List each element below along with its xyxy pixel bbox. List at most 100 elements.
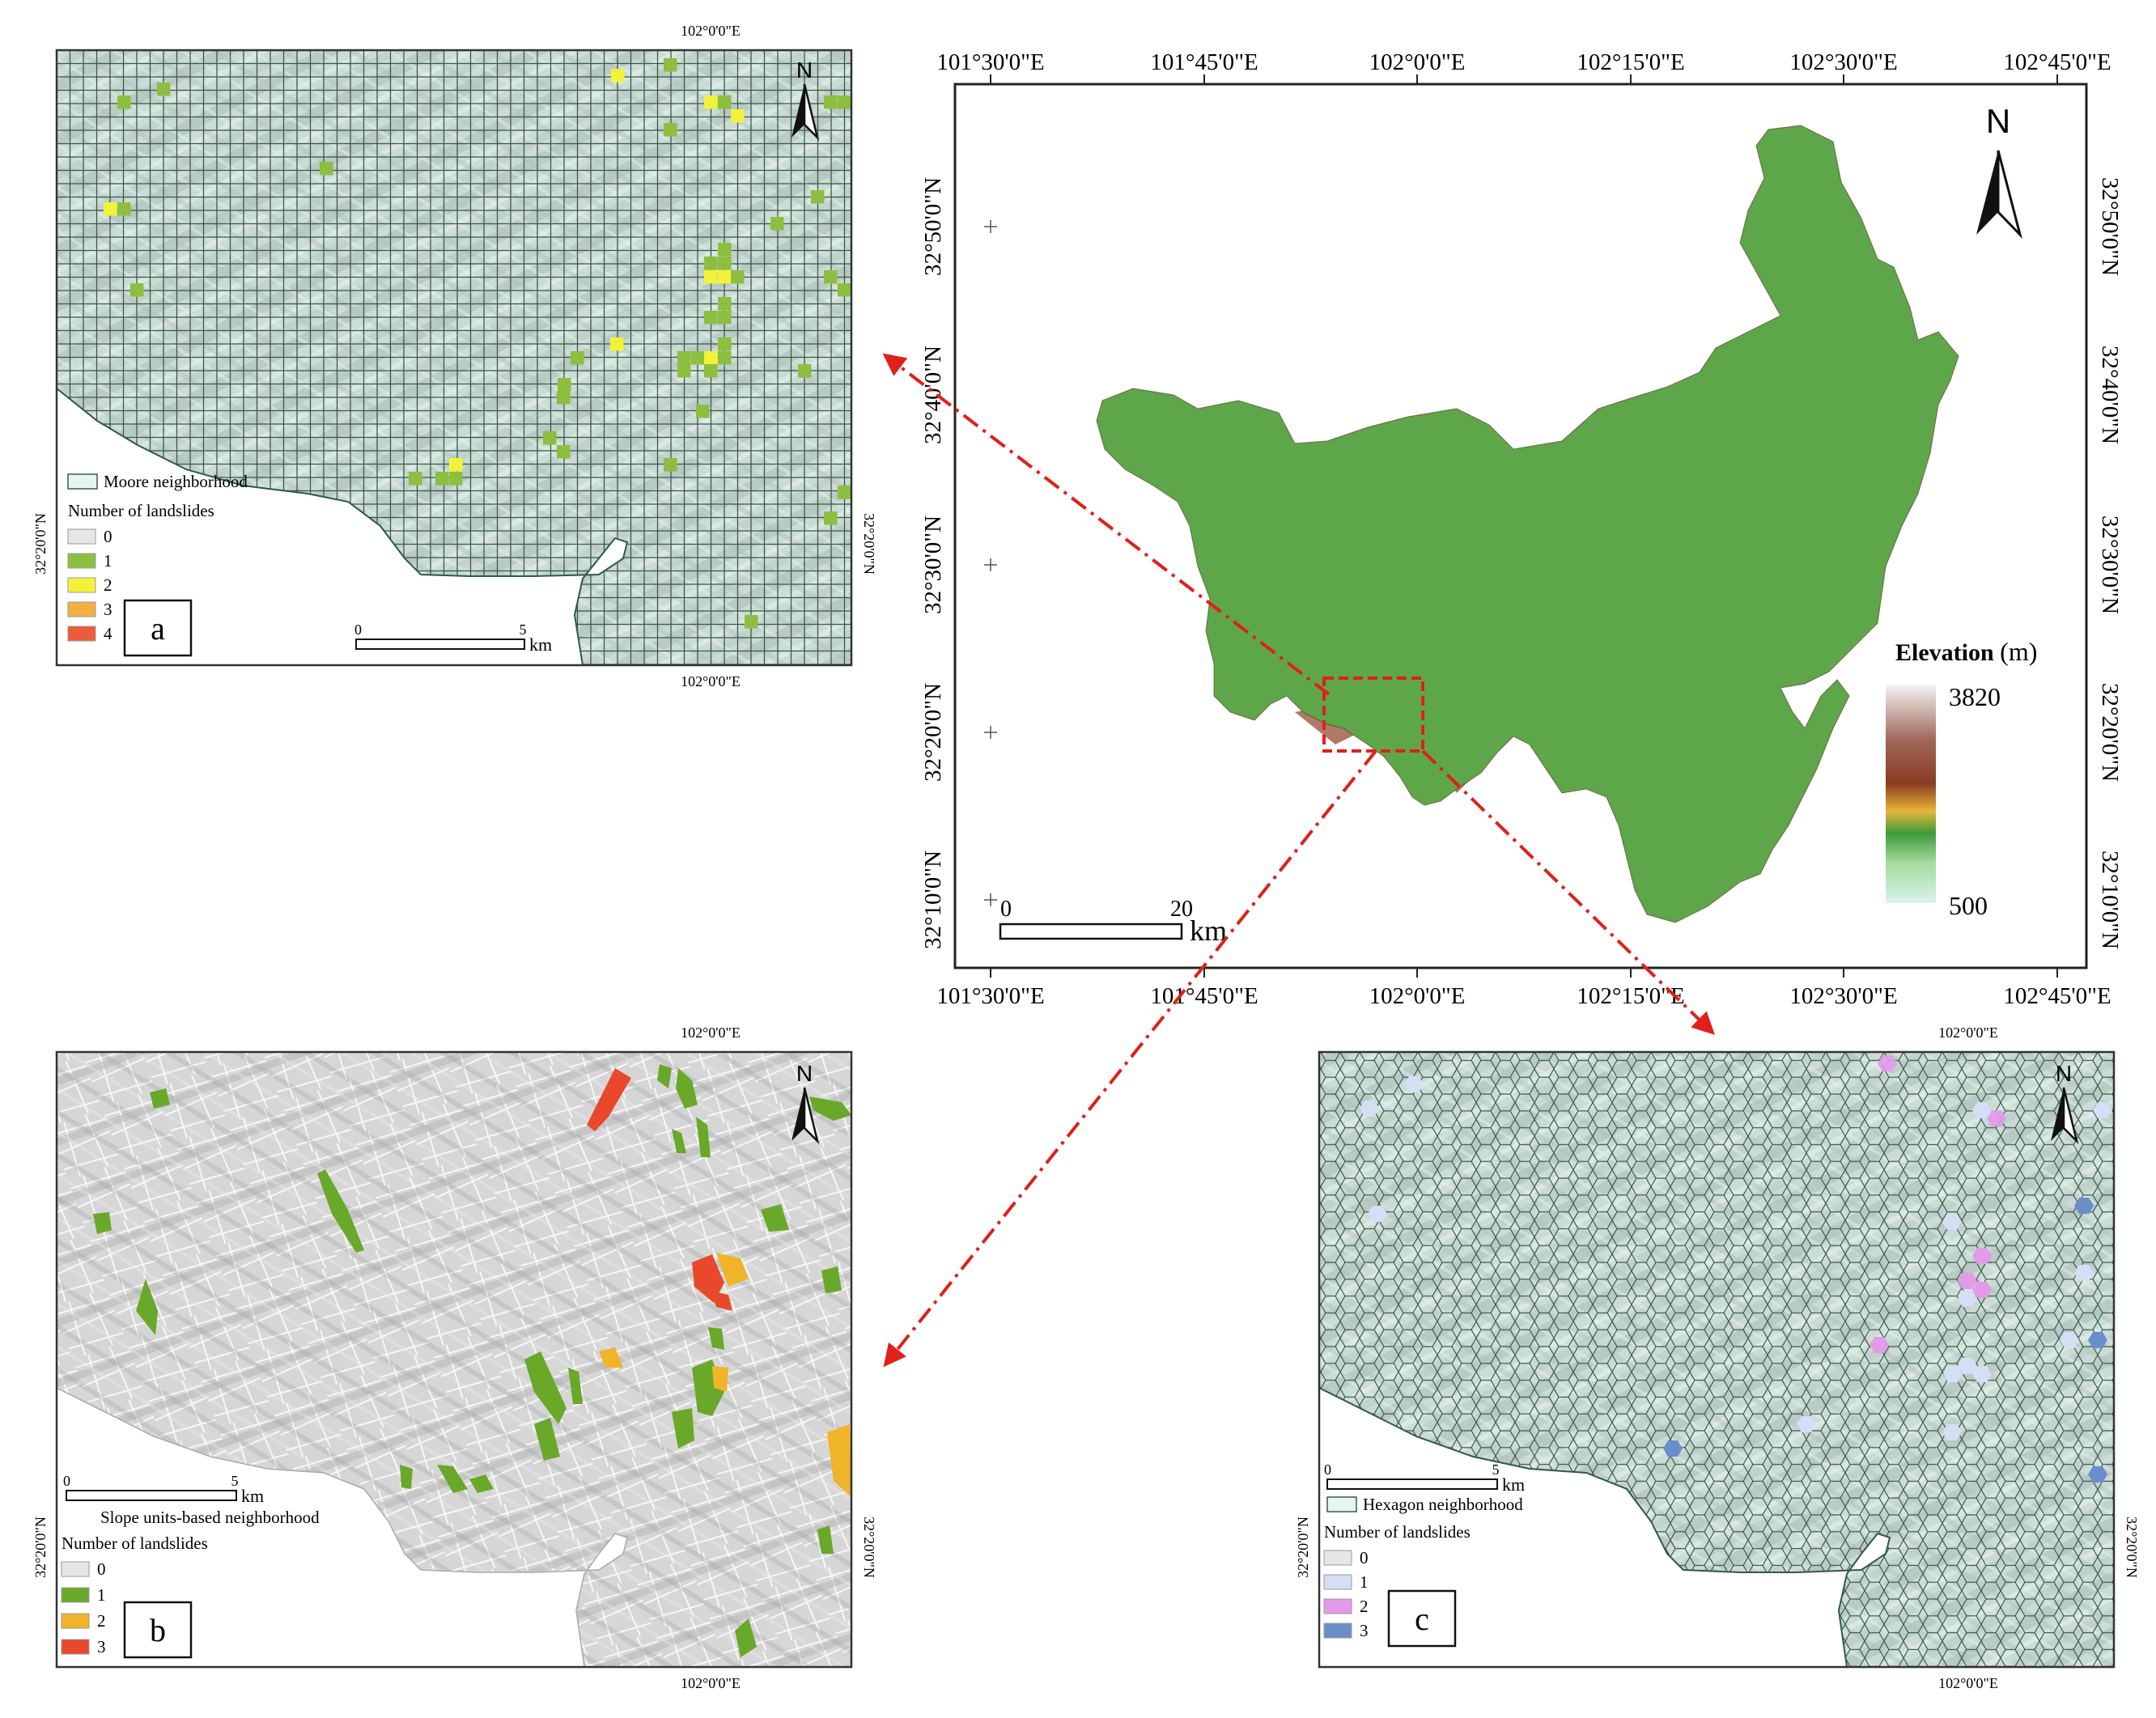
legend-label-4: 4: [104, 624, 112, 643]
bottom-lon-label: 102°45'0"E: [2003, 983, 2111, 1009]
legend-label-3: 3: [97, 1637, 106, 1656]
panel-a-left-coord: 32°20'0"N: [32, 513, 49, 575]
neighborhood-swatch: [67, 473, 98, 490]
panel-b-left-coord: 32°20'0"N: [32, 1517, 49, 1578]
panel-b-label-box: b: [123, 1601, 193, 1659]
main-north-arrow: N: [1976, 102, 2022, 240]
scale-unit: km: [1502, 1474, 1525, 1495]
scale-value: 5: [520, 621, 527, 638]
neighborhood-swatch: [1326, 1496, 1357, 1512]
left-lat-label: 32°40'0"N: [920, 346, 946, 444]
panel-c-north-arrow: N: [2051, 1061, 2079, 1145]
top-lon-label: 102°45'0"E: [2003, 49, 2111, 75]
panel-a-bottom-coord: 102°0'0"E: [681, 673, 741, 689]
panel-b-top-coord: 102°0'0"E: [681, 1024, 741, 1041]
legend-swatch-1: [1323, 1574, 1352, 1590]
legend-swatch-1: [61, 1587, 90, 1603]
panel-a-legend: Moore neighborhood Number of landslides …: [67, 472, 248, 643]
legend-swatch-4: [67, 626, 96, 642]
legend-title: Number of landslides: [68, 501, 214, 520]
legend-max: 3820: [1949, 682, 2001, 711]
left-lat-label: 32°30'0"N: [920, 515, 946, 614]
legend-label-1: 1: [1360, 1572, 1369, 1592]
bottom-lon-label: 102°0'0"E: [1369, 983, 1466, 1009]
legend-label-1: 1: [104, 551, 112, 571]
scale-unit: km: [241, 1486, 264, 1506]
scale-unit: km: [529, 634, 552, 655]
arrow-to-panel-a: [882, 353, 1331, 696]
panel-b-scale-bar: 0 5 km: [63, 1473, 264, 1506]
north-label: N: [796, 1061, 813, 1086]
panel-label: a: [151, 610, 165, 647]
panel-c-top-coord: 102°0'0"E: [1938, 1024, 1998, 1041]
elevation-color-ramp: [1886, 685, 1936, 903]
elevation-legend: Elevation (m) 3820 500: [1886, 637, 2037, 920]
panel-a-label-box: a: [123, 599, 193, 657]
scale-value: 5: [231, 1473, 239, 1489]
right-lat-label: 32°40'0"N: [2097, 346, 2123, 444]
landslide-slope-units-b: [93, 1064, 851, 1657]
panel-b-frame: [55, 1050, 853, 1669]
landslide-hexagons-c: [1360, 1055, 2112, 1483]
main-map: 101°30'0"E 101°45'0"E 102°0'0"E 102°15'0…: [920, 49, 2123, 1009]
neighborhood-label: Hexagon neighborhood: [1363, 1495, 1523, 1514]
main-scale-bar: 0 20 km: [999, 897, 1227, 947]
arrow-to-panel-b: [883, 749, 1377, 1368]
panel-c-scale-bar: 0 5 km: [1324, 1461, 1525, 1495]
neighborhood-label: Moore neighborhood: [104, 472, 248, 491]
panel-a-north-arrow: N: [792, 57, 820, 142]
legend-label-1: 1: [97, 1585, 106, 1605]
left-lat-label: 32°50'0"N: [920, 177, 946, 276]
top-lon-label: 102°30'0"E: [1789, 49, 1897, 75]
right-lat-label: 32°50'0"N: [2097, 177, 2123, 276]
legend-label-0: 0: [104, 527, 112, 546]
right-lat-label: 32°30'0"N: [2097, 515, 2123, 614]
panel-b-right-coord: 32°20'0"N: [861, 1517, 877, 1578]
north-label: N: [2056, 1061, 2072, 1086]
scale-zero: 0: [1324, 1461, 1331, 1478]
bottom-lon-label: 101°45'0"E: [1150, 983, 1258, 1009]
graticule-crosses: [984, 220, 997, 906]
outside-area-a: [57, 387, 629, 665]
left-lat-label: 32°10'0"N: [920, 851, 946, 949]
bottom-lon-label: 102°15'0"E: [1577, 983, 1684, 1009]
top-lon-label: 102°15'0"E: [1577, 49, 1684, 75]
panel-a-top-coord: 102°0'0"E: [681, 23, 741, 39]
panel-c-bottom-coord: 102°0'0"E: [1938, 1675, 1998, 1691]
panel-label: c: [1415, 1601, 1429, 1637]
bottom-lon-label: 101°30'0"E: [936, 983, 1044, 1009]
outside-area-c: [1319, 1386, 1891, 1667]
landslide-cells-a: [104, 58, 851, 629]
dem-study-area: [1096, 125, 1959, 923]
scale-zero: 0: [63, 1473, 70, 1489]
legend-swatch-0: [1323, 1550, 1352, 1566]
study-area-box: [1322, 677, 1424, 753]
legend-label-3: 3: [1360, 1621, 1369, 1640]
neighborhood-label: Slope units-based neighborhood: [100, 1508, 320, 1527]
right-lat-label: 32°10'0"N: [2097, 851, 2123, 949]
legend-swatch-0: [61, 1561, 90, 1577]
legend-title-word: Elevation: [1895, 639, 1994, 666]
connector-arrows: [882, 353, 1716, 1368]
panel-a: 102°0'0"E 102°0'0"E 32°20'0"N 32°20'0"N …: [32, 23, 877, 689]
panel-b: 102°0'0"E 102°0'0"E 32°20'0"N 32°20'0"N …: [32, 1024, 877, 1691]
panel-c-label-box: c: [1387, 1589, 1457, 1648]
legend-swatch-3: [61, 1639, 90, 1655]
main-map-ticks: [990, 74, 2058, 978]
panel-label: b: [150, 1612, 166, 1648]
panel-c: 102°0'0"E 102°0'0"E 32°20'0"N 32°20'0"N …: [1295, 1024, 2140, 1691]
panel-a-scale-bar: 0 5 km: [354, 621, 552, 655]
legend-title: Number of landslides: [62, 1533, 208, 1553]
legend-title: Number of landslides: [1324, 1522, 1471, 1542]
legend-label-2: 2: [97, 1611, 106, 1631]
scale-zero: 0: [1000, 897, 1012, 922]
north-label: N: [1986, 102, 2010, 140]
legend-title: Elevation (m): [1895, 637, 2037, 666]
top-lon-label: 101°30'0"E: [936, 49, 1044, 75]
legend-label-0: 0: [97, 1559, 106, 1579]
scale-value: 5: [1492, 1461, 1500, 1478]
legend-label-0: 0: [1360, 1548, 1369, 1567]
legend-swatch-2: [61, 1613, 90, 1629]
panel-a-right-coord: 32°20'0"N: [861, 513, 877, 575]
bottom-lon-label: 102°30'0"E: [1789, 983, 1897, 1009]
